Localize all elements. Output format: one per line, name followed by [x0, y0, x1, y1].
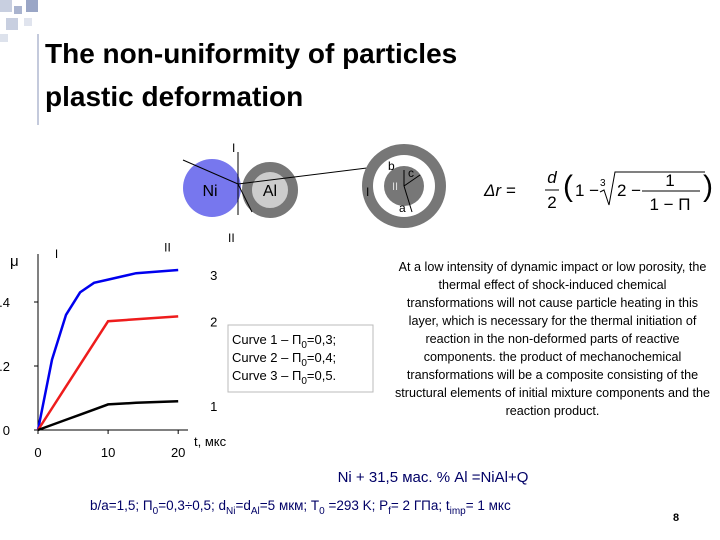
decor — [0, 0, 39, 125]
formula: Δr = d 2 ( 1 − 3 2 − 1 1 − П ) — [483, 168, 713, 214]
arrow — [237, 183, 253, 213]
subscript: Al — [251, 506, 260, 517]
legend-text: Curve 1 – П — [232, 332, 301, 347]
x-tick-label: 20 — [171, 445, 185, 460]
formula-part: 2 − — [617, 181, 641, 200]
paragraph: At a low intensity of dynamic impact or … — [395, 260, 710, 418]
curve-label: 1 — [210, 399, 217, 414]
param-text: =0,3÷0,5; d — [158, 498, 226, 513]
label: Al — [263, 183, 277, 200]
radical — [599, 171, 705, 206]
curve-label: 3 — [210, 268, 217, 283]
label: II — [228, 231, 235, 245]
param-text: =5 мкм; T — [260, 498, 319, 513]
y-tick-label: 0.2 — [0, 359, 10, 374]
formula-part: 1 − — [575, 181, 599, 200]
formula-part: d — [547, 168, 557, 187]
legend-text: =0,5. — [307, 368, 336, 383]
y-axis-label: μ — [10, 253, 19, 270]
annotation: I — [55, 247, 58, 261]
y-tick-label: 0 — [3, 423, 10, 438]
annotation: II — [164, 241, 171, 255]
param-text: = 1 мкс — [466, 498, 511, 513]
formula-part: 1 − П — [649, 195, 690, 214]
title: The non-uniformity of particles — [45, 38, 457, 69]
param-text: =d — [235, 498, 250, 513]
label: I — [366, 185, 369, 199]
subscript: 0 — [301, 340, 307, 351]
legend-line: Curve 1 – П0=0,3; — [232, 332, 336, 351]
arrow — [403, 174, 421, 187]
curve — [36, 315, 179, 431]
legend-text: =0,3; — [307, 332, 336, 347]
label: b — [388, 159, 395, 173]
param-text: =293 K; P — [325, 498, 388, 513]
arrow — [403, 185, 413, 213]
param-text: = 2 ГПа; t — [391, 498, 450, 513]
subscript: f — [388, 506, 391, 517]
x-tick-label: 0 — [34, 445, 41, 460]
label: I — [232, 141, 235, 155]
subscript: 0 — [301, 358, 307, 369]
ni-particle — [183, 159, 241, 217]
curve-label: 2 — [210, 314, 217, 329]
label: Ni — [202, 183, 217, 200]
arrow — [237, 165, 384, 185]
arrow — [182, 159, 239, 185]
y-tick-label: 0.4 — [0, 295, 10, 310]
label: II — [392, 181, 398, 193]
page-number: 8 — [673, 512, 679, 524]
paren: ( — [563, 170, 573, 203]
curve — [36, 268, 179, 431]
subscript: 0 — [301, 376, 307, 387]
label: c — [408, 166, 414, 180]
subscript: Ni — [226, 506, 235, 517]
formula-part: Δr = — [483, 181, 516, 200]
param-text: b/a=1,5; П — [90, 498, 153, 513]
reaction: Ni + 31,5 мас. % Al =NiAl+Q — [338, 469, 529, 486]
paren: ) — [703, 170, 713, 203]
particle-diagram: Ni Al I II I b c II a — [182, 141, 446, 245]
formula-part: 2 — [547, 193, 556, 212]
x-tick-label: 10 — [101, 445, 115, 460]
subscript: 0 — [153, 506, 159, 517]
subscript: 0 — [319, 506, 325, 517]
legend-line: Curve 3 – П0=0,5. — [232, 368, 336, 387]
legend-text: =0,4; — [307, 350, 336, 365]
legend-line: Curve 2 – П0=0,4; — [232, 350, 336, 369]
formula-part: 1 — [665, 171, 674, 190]
legend-text: Curve 3 – П — [232, 368, 301, 383]
legend-box — [227, 324, 374, 393]
curve — [37, 399, 179, 432]
legend-text: Curve 2 – П — [232, 350, 301, 365]
x-axis-label: t, мкс — [194, 434, 227, 449]
title: plastic deformation — [45, 81, 303, 112]
formula-part: 3 — [600, 178, 606, 189]
subscript: imp — [450, 506, 467, 517]
parameters: b/a=1,5; П0=0,3÷0,5; dNi=dAl=5 мкм; T0 =… — [90, 498, 511, 517]
label: a — [399, 201, 406, 215]
